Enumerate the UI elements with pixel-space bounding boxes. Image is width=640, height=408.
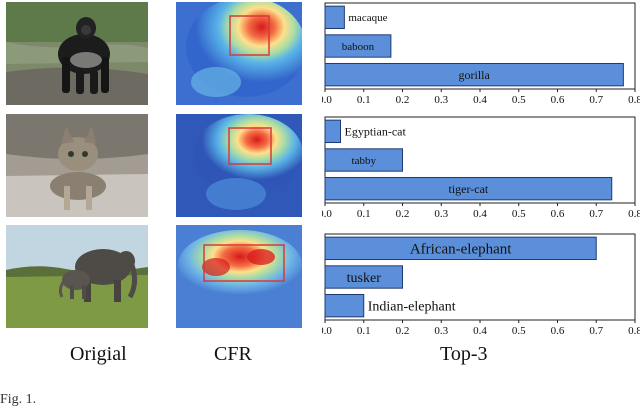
cam-heatmap-cat (176, 114, 302, 217)
tick-label: 0.5 (512, 208, 526, 220)
bar-tabby (324, 148, 403, 172)
bar-label: Indian-elephant (368, 300, 456, 315)
tick-label: 0.0 (322, 94, 332, 106)
bar-Indian-elephant (324, 293, 365, 318)
bar-label: gorilla (459, 68, 491, 82)
tick-label: 0.8 (628, 325, 640, 337)
tick-label: 0.1 (357, 208, 371, 220)
bar-gorilla (324, 62, 624, 87)
tick-label: 0.6 (551, 94, 565, 106)
bar-African-elephant (324, 236, 597, 261)
tick-label: 0.5 (512, 325, 526, 337)
tick-label: 0.0 (322, 325, 332, 337)
tick-label: 0.0 (322, 208, 332, 220)
bar-label: baboon (342, 41, 375, 53)
tick-label: 0.2 (396, 94, 410, 106)
cam-heatmap-elephant (176, 225, 302, 328)
photo-elephant (6, 225, 148, 328)
bbox-gorilla (229, 15, 270, 56)
cam-heatmap-gorilla (176, 2, 302, 105)
photo-cat (6, 114, 148, 217)
chart-gorilla: macaque baboon gorilla 0.0 0.1 0.2 0.3 0.4 0.5 0.… (322, 0, 640, 108)
tick-label: 0.3 (434, 325, 448, 337)
bar-macaque (324, 5, 345, 30)
tick-label: 0.5 (512, 94, 526, 106)
bar-label: tusker (347, 271, 382, 286)
bar-tiger-cat (324, 176, 613, 201)
bar-label: tabby (352, 155, 377, 167)
tick-label: 0.3 (434, 94, 448, 106)
label-cfr: CFR (214, 343, 252, 365)
tick-label: 0.4 (473, 94, 487, 106)
tick-label: 0.4 (473, 208, 487, 220)
bar-tusker (324, 265, 403, 289)
tick-label: 0.7 (589, 325, 603, 337)
tick-label: 0.1 (357, 325, 371, 337)
bar-baboon (324, 34, 392, 58)
chart-elephant: African-elephant tusker Indian-elephant 0.0… (322, 231, 640, 339)
bar-label: Egyptian-cat (345, 125, 407, 139)
photo-gorilla (6, 2, 148, 105)
bar-label: macaque (348, 12, 387, 24)
tick-label: 0.6 (551, 325, 565, 337)
bar-label: African-elephant (410, 242, 512, 258)
tick-label: 0.3 (434, 208, 448, 220)
tick-label: 0.2 (396, 325, 410, 337)
label-top3: Top-3 (440, 343, 488, 365)
tick-label: 0.2 (396, 208, 410, 220)
figure-caption: Fig. 1. (0, 392, 37, 407)
chart-cat: Egyptian-cat tabby tiger-cat 0.0 0.1 0.2 0.3 0.… (322, 114, 640, 222)
tick-label: 0.8 (628, 94, 640, 106)
tick-label: 0.4 (473, 325, 487, 337)
label-original: Origial (70, 343, 127, 365)
bbox-elephant (203, 244, 285, 282)
tick-label: 0.7 (589, 94, 603, 106)
tick-label: 0.1 (357, 94, 371, 106)
tick-label: 0.7 (589, 208, 603, 220)
bar-Egyptian-cat (324, 119, 341, 144)
bbox-cat (228, 127, 272, 165)
tick-label: 0.8 (628, 208, 640, 220)
bar-label: tiger-cat (449, 182, 489, 196)
tick-label: 0.6 (551, 208, 565, 220)
